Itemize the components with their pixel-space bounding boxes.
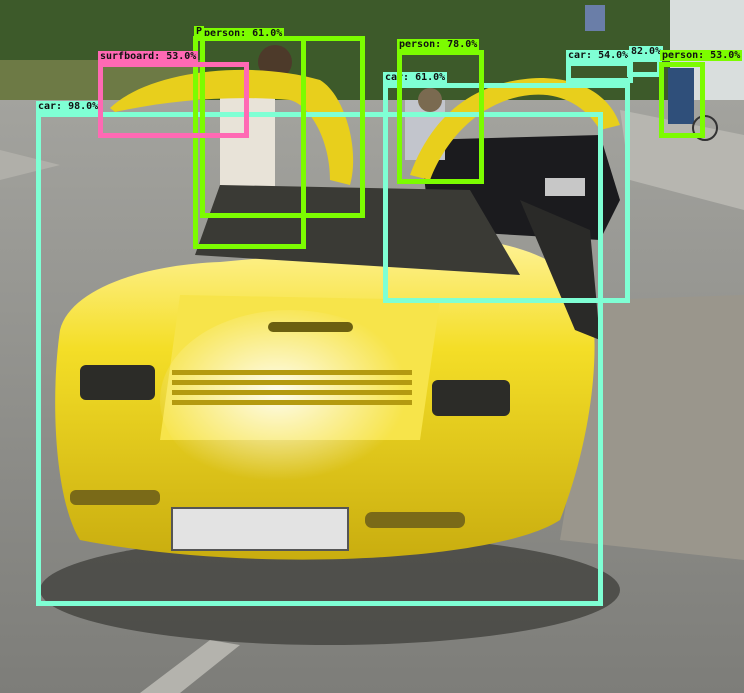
car-detection-box-2 [383, 83, 630, 303]
curb [140, 640, 240, 693]
fog-light-right [365, 512, 465, 528]
car-detection-label-4: 82.0% [629, 46, 664, 57]
cobblestone-pavement [560, 295, 744, 560]
car-door-left [110, 69, 354, 185]
bike-wheel [692, 115, 718, 141]
person-center-head [418, 88, 442, 112]
person-detection-box-4 [659, 62, 705, 138]
fog-light-left [70, 490, 160, 505]
black-car-lights [545, 178, 585, 196]
windshield [195, 185, 520, 275]
car-detection-label-3: car: 54.0% [566, 50, 631, 61]
person-left-head [258, 45, 292, 79]
car-detection-box-1 [36, 112, 603, 606]
car-detection-label-1: car: 98.0% [36, 101, 101, 112]
car-detection-box-4 [627, 57, 662, 77]
person-detection-label-1: person: 61.0% [202, 28, 285, 39]
car-detection-label-2: car: 61.0% [383, 72, 448, 83]
cyclist [668, 68, 694, 124]
car-detection-box-3 [566, 61, 633, 83]
surfboard-detection-label: surfboard: 53.0% [98, 51, 199, 62]
person-detection-label-2: P [194, 26, 205, 37]
sidewalk-right [620, 110, 744, 210]
person-detection-box-2 [193, 36, 306, 249]
person-detection-label-4: person: 53.0% [660, 50, 743, 61]
car-black-side [520, 200, 600, 340]
hood-vent [268, 322, 353, 332]
license-plate [171, 507, 349, 551]
car-door-right [410, 78, 620, 180]
person-detection-label-3: person: 78.0% [397, 39, 480, 50]
headlight-right [432, 380, 510, 416]
sidewalk-left [0, 150, 60, 180]
sign-post [585, 5, 605, 31]
headlight-left [80, 365, 155, 400]
hood-grille [172, 370, 412, 405]
car-shadow [40, 535, 620, 645]
person-detection-box-3 [397, 50, 484, 184]
surfboard-detection-box [98, 62, 249, 138]
